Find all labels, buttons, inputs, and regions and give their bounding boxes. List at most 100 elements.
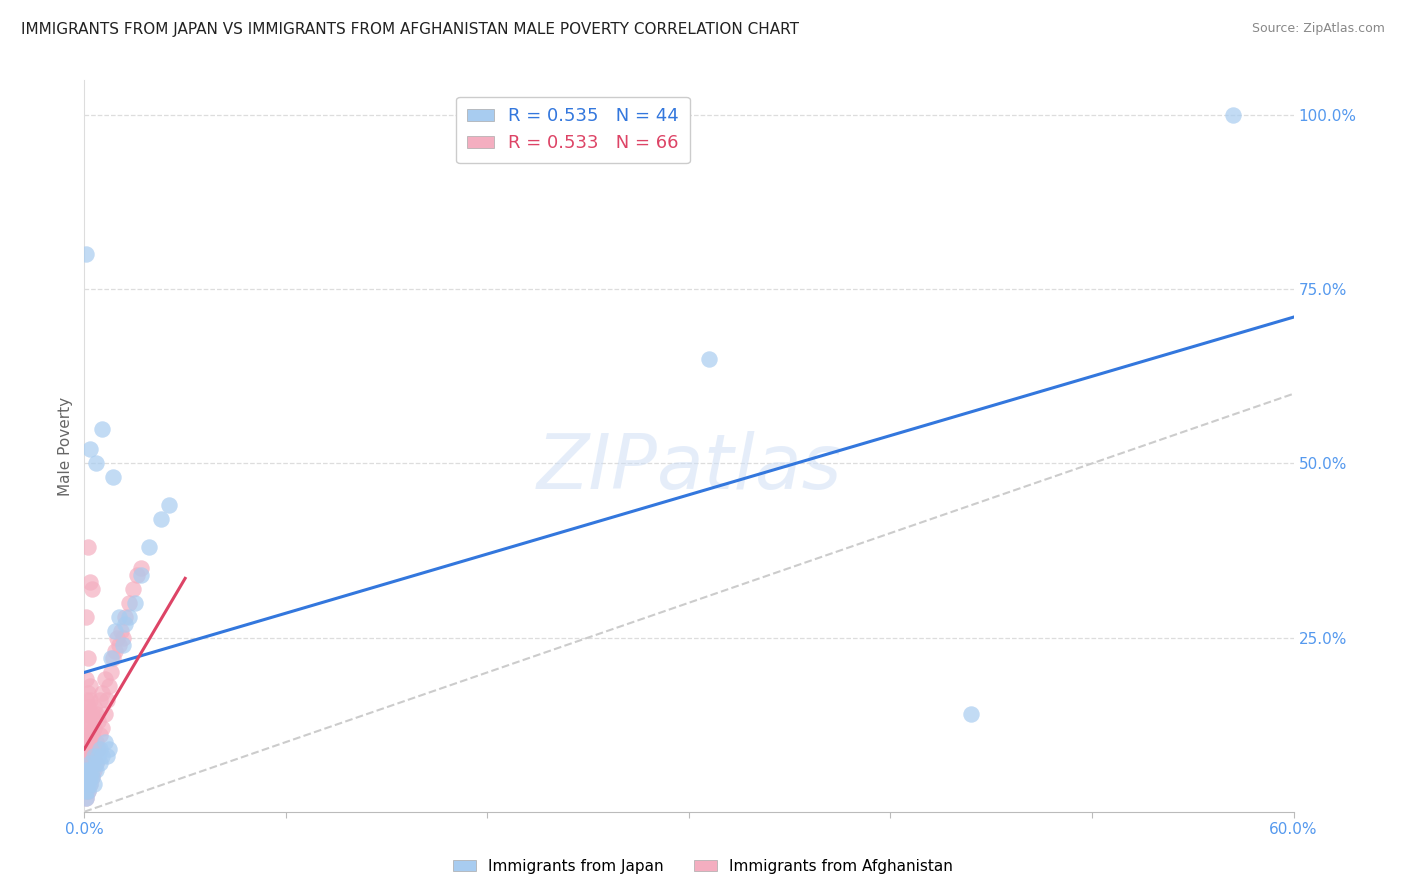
Point — [75, 784, 97, 798]
Point — [1222, 108, 1244, 122]
Point — [75, 790, 97, 805]
Point — [105, 631, 128, 645]
Point — [100, 665, 122, 680]
Point — [107, 638, 129, 652]
Point — [79, 770, 101, 784]
Point — [97, 742, 120, 756]
Point — [91, 421, 114, 435]
Point — [75, 777, 97, 791]
Point — [96, 693, 118, 707]
Point — [82, 728, 104, 742]
Point — [79, 763, 101, 777]
Point — [100, 651, 122, 665]
Point — [111, 638, 134, 652]
Point — [114, 609, 136, 624]
Point — [86, 756, 108, 770]
Point — [110, 624, 132, 638]
Point — [79, 756, 101, 770]
Point — [118, 596, 141, 610]
Point — [77, 763, 100, 777]
Point — [75, 247, 97, 261]
Point — [93, 735, 115, 749]
Point — [124, 596, 146, 610]
Point — [75, 756, 97, 770]
Point — [960, 707, 983, 722]
Point — [82, 749, 104, 764]
Point — [83, 700, 105, 714]
Y-axis label: Male Poverty: Male Poverty — [58, 396, 73, 496]
Point — [125, 567, 148, 582]
Point — [83, 742, 105, 756]
Point — [83, 777, 105, 791]
Point — [77, 728, 100, 742]
Point — [75, 707, 97, 722]
Point — [75, 721, 97, 735]
Point — [101, 651, 124, 665]
Point — [104, 644, 127, 658]
Point — [75, 735, 97, 749]
Point — [121, 582, 143, 596]
Point — [75, 777, 97, 791]
Point — [87, 742, 110, 756]
Text: IMMIGRANTS FROM JAPAN VS IMMIGRANTS FROM AFGHANISTAN MALE POVERTY CORRELATION CH: IMMIGRANTS FROM JAPAN VS IMMIGRANTS FROM… — [21, 22, 799, 37]
Point — [79, 574, 101, 589]
Point — [79, 442, 101, 457]
Point — [83, 749, 105, 764]
Point — [77, 700, 100, 714]
Point — [77, 784, 100, 798]
Point — [77, 770, 100, 784]
Point — [86, 457, 108, 471]
Point — [77, 686, 100, 700]
Text: ZIPatlas: ZIPatlas — [536, 431, 842, 505]
Point — [91, 721, 114, 735]
Point — [101, 470, 124, 484]
Point — [75, 749, 97, 764]
Point — [75, 763, 97, 777]
Point — [93, 707, 115, 722]
Point — [89, 728, 111, 742]
Point — [79, 777, 101, 791]
Point — [118, 609, 141, 624]
Point — [79, 749, 101, 764]
Point — [75, 784, 97, 798]
Point — [82, 770, 104, 784]
Point — [91, 749, 114, 764]
Point — [79, 693, 101, 707]
Point — [93, 673, 115, 687]
Point — [86, 707, 108, 722]
Legend: R = 0.535   N = 44, R = 0.533   N = 66: R = 0.535 N = 44, R = 0.533 N = 66 — [456, 96, 690, 163]
Point — [77, 651, 100, 665]
Point — [75, 673, 97, 687]
Point — [149, 512, 172, 526]
Point — [75, 790, 97, 805]
Point — [77, 742, 100, 756]
Legend: Immigrants from Japan, Immigrants from Afghanistan: Immigrants from Japan, Immigrants from A… — [447, 853, 959, 880]
Point — [82, 582, 104, 596]
Point — [138, 540, 160, 554]
Point — [75, 770, 97, 784]
Point — [77, 784, 100, 798]
Point — [75, 693, 97, 707]
Point — [87, 714, 110, 728]
Point — [77, 714, 100, 728]
Point — [697, 351, 720, 366]
Point — [75, 770, 97, 784]
Point — [82, 707, 104, 722]
Point — [79, 735, 101, 749]
Point — [79, 707, 101, 722]
Point — [86, 756, 108, 770]
Point — [157, 498, 180, 512]
Point — [79, 679, 101, 693]
Point — [104, 624, 127, 638]
Point — [91, 686, 114, 700]
Point — [83, 721, 105, 735]
Point — [129, 567, 152, 582]
Text: Source: ZipAtlas.com: Source: ZipAtlas.com — [1251, 22, 1385, 36]
Point — [97, 679, 120, 693]
Point — [77, 770, 100, 784]
Point — [83, 763, 105, 777]
Point — [129, 561, 152, 575]
Point — [82, 763, 104, 777]
Point — [96, 749, 118, 764]
Point — [77, 777, 100, 791]
